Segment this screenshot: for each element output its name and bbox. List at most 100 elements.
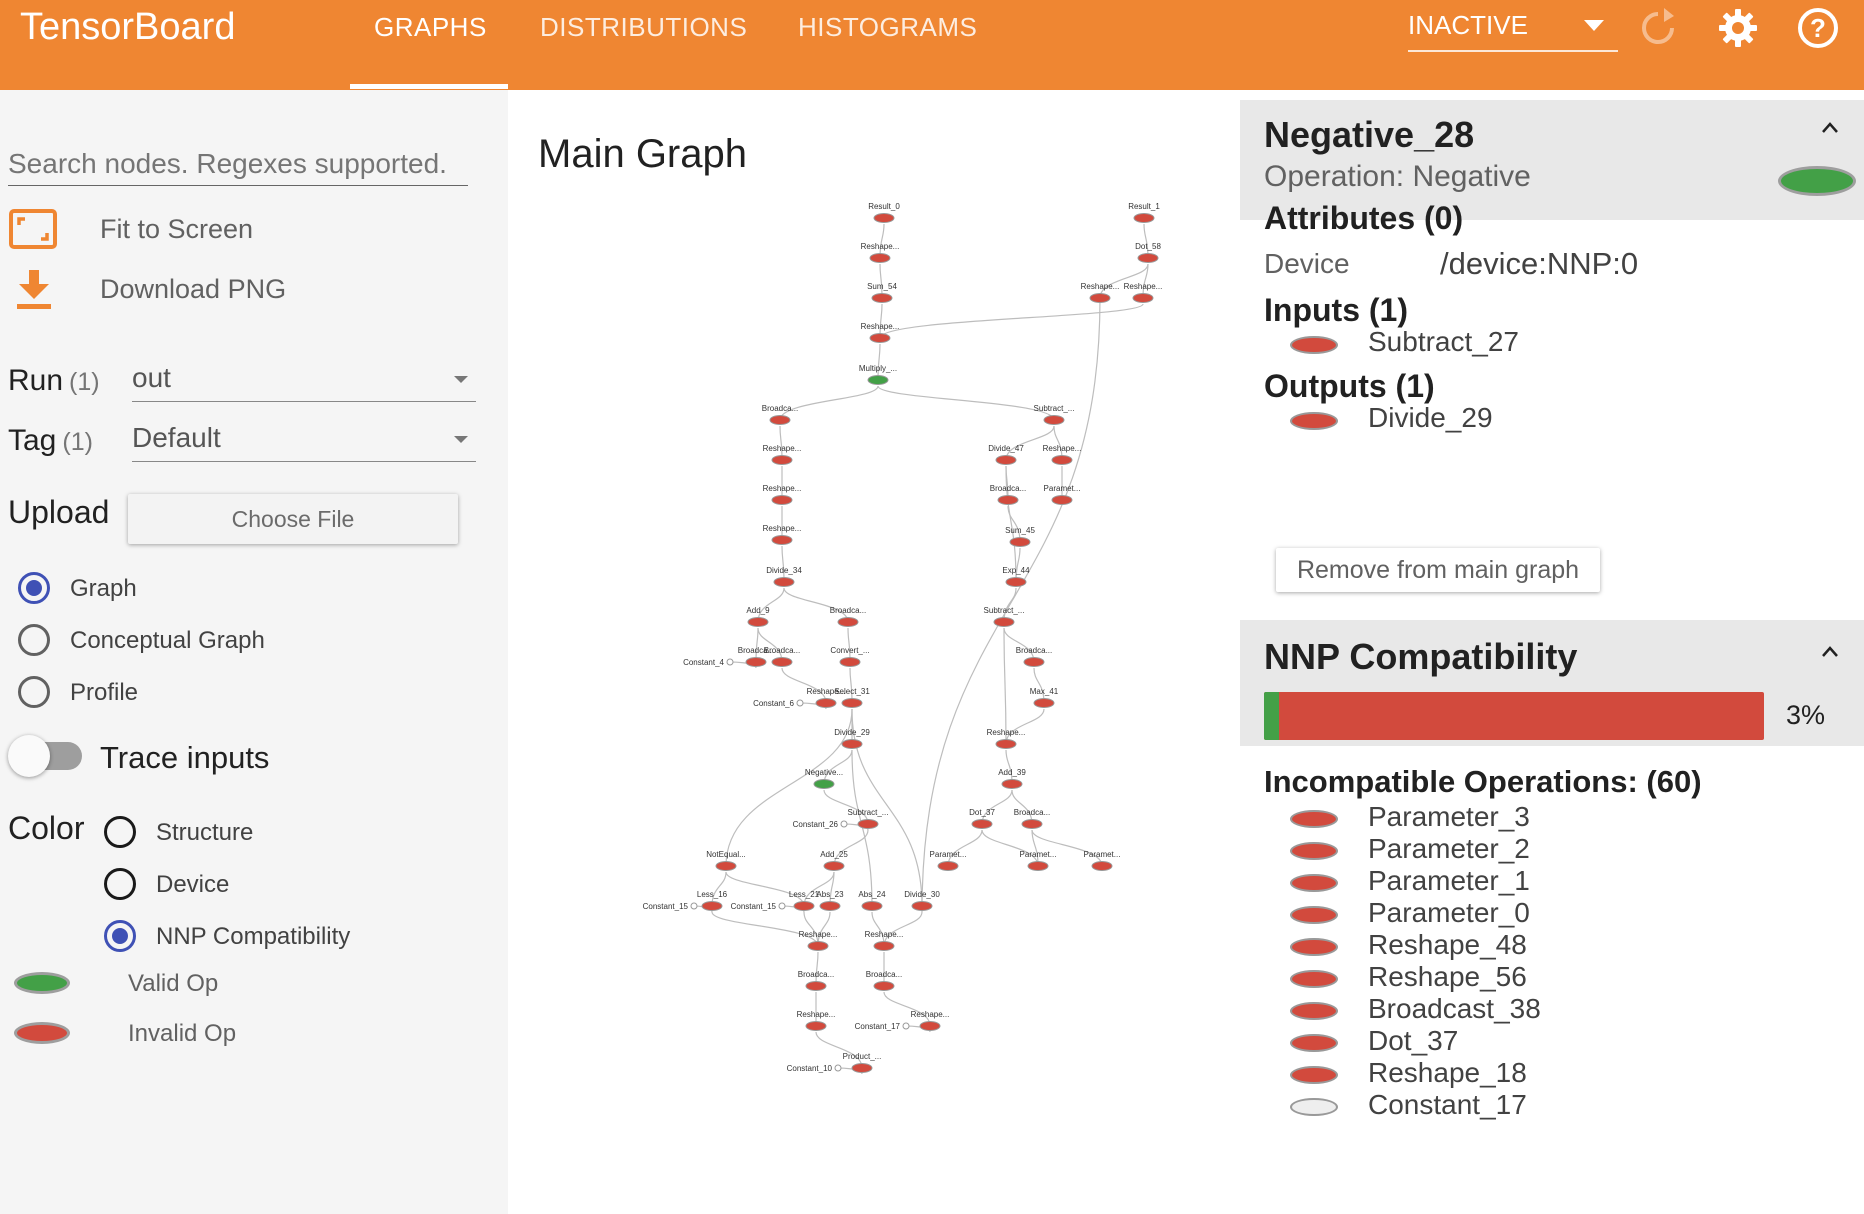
graph-node-shape[interactable] [747,617,769,627]
graph-node-shape[interactable] [690,902,698,910]
graph-node[interactable]: Reshape... [763,524,802,545]
graph-node-shape[interactable] [769,415,791,425]
graph-node-shape[interactable] [796,699,804,707]
radio-unselected[interactable] [18,624,50,656]
graph-node-shape[interactable] [1089,293,1111,303]
graph-node-shape[interactable] [873,981,895,991]
chevron-up-icon[interactable] [1820,642,1840,662]
graph-node-shape[interactable] [819,901,841,911]
graph-node[interactable]: Negative... [805,768,843,789]
graph-node-shape[interactable] [1021,819,1043,829]
tab-histograms[interactable]: HISTOGRAMS [798,12,978,42]
choose-file-button[interactable]: Choose File [128,494,458,544]
graph-node[interactable]: Constant_4 [683,658,734,667]
graph-node[interactable]: Max_41 [1030,687,1059,708]
radio-selected[interactable] [104,920,136,952]
graph-node[interactable]: Divide_30 [904,890,940,911]
tab-distributions[interactable]: DISTRIBUTIONS [540,12,748,42]
graph-node[interactable]: Broadca... [1014,808,1050,829]
graph-node[interactable]: Broadca... [866,970,902,991]
graph-node[interactable]: Abs_24 [858,890,886,911]
graph-node[interactable]: Convert_... [830,646,870,667]
graph-node-shape[interactable] [841,739,863,749]
graph-node-shape[interactable] [840,820,848,828]
fit-to-screen-button[interactable]: Fit to Screen [8,206,478,254]
graph-node[interactable]: Add_9 [746,606,770,627]
graph-node-shape[interactable] [1023,657,1045,667]
graph-node[interactable]: Sum_45 [1005,526,1035,547]
graph-node[interactable]: Reshape... [1124,282,1163,303]
graph-node[interactable]: Broadca... [798,970,834,991]
graph-node-shape[interactable] [1043,415,1065,425]
graph-node[interactable]: Broadca... [830,606,866,627]
graph-node[interactable]: Reshape... [861,242,900,263]
inactive-dashboard-select[interactable]: INACTIVE [1408,10,1618,52]
graph-node[interactable]: Less_21 [789,890,820,911]
graph-node[interactable]: Reshape... [807,687,846,708]
graph-node-shape[interactable] [1005,577,1027,587]
graph-node-shape[interactable] [1091,861,1113,871]
graph-node-shape[interactable] [971,819,993,829]
radio-unselected[interactable] [104,816,136,848]
graph-canvas[interactable]: Result_0 Reshape... Sum_54 Reshape... Multip… [508,90,1240,1214]
graph-node-shape[interactable] [773,577,795,587]
graph-node[interactable]: Add_25 [820,850,848,871]
graph-node-shape[interactable] [813,779,835,789]
graph-node-shape[interactable] [1137,253,1159,263]
graph-node-shape[interactable] [1009,537,1031,547]
graph-node[interactable]: Broadca... [738,646,774,667]
radio-selected[interactable] [18,572,50,604]
graph-node-shape[interactable] [805,981,827,991]
graph-node-shape[interactable] [771,495,793,505]
graph-node-shape[interactable] [851,1063,873,1073]
settings-icon[interactable] [1716,6,1760,50]
graph-node[interactable]: Broadca... [764,646,800,667]
trace-inputs-toggle[interactable] [8,735,82,777]
graph-node-shape[interactable] [778,902,786,910]
graph-node-shape[interactable] [873,213,895,223]
graph-node[interactable]: Abs_23 [816,890,844,911]
graph-nodes[interactable]: Result_0 Reshape... Sum_54 Reshape... Multip… [643,202,1163,1073]
graph-node[interactable]: Product_... [843,1052,882,1073]
graph-node[interactable]: Broadca... [762,404,798,425]
graph-node[interactable]: Result_0 [868,202,900,223]
tab-graphs[interactable]: GRAPHS [374,12,487,42]
graph-node-shape[interactable] [919,1021,941,1031]
graph-node[interactable]: Exp_44 [1002,566,1030,587]
graph-node-shape[interactable] [997,495,1019,505]
graph-node[interactable]: Reshape... [1043,444,1082,465]
search-nodes-input[interactable]: Search nodes. Regexes supported. [8,146,468,186]
graph-node-shape[interactable] [715,861,737,871]
graph-node-shape[interactable] [805,1021,827,1031]
graph-node[interactable]: Reshape... [1081,282,1120,303]
graph-node-shape[interactable] [793,901,815,911]
graph-node[interactable]: Constant_17 [855,1022,910,1031]
graph-node[interactable]: Reshape... [763,484,802,505]
graph-node-shape[interactable] [871,293,893,303]
refresh-icon[interactable] [1636,6,1680,50]
graph-node-shape[interactable] [869,253,891,263]
radio-unselected[interactable] [18,676,50,708]
graph-node-shape[interactable] [911,901,933,911]
graph-node-shape[interactable] [1051,495,1073,505]
graph-node-shape[interactable] [995,739,1017,749]
graph-node-shape[interactable] [815,698,837,708]
graph-node[interactable]: Constant_6 [753,699,804,708]
graph-node-shape[interactable] [1027,861,1049,871]
chevron-up-icon[interactable] [1820,118,1840,138]
graph-node[interactable]: Reshape... [797,1010,836,1031]
graph-node[interactable]: Reshape... [987,728,1026,749]
graph-node[interactable]: Reshape... [799,930,838,951]
graph-node[interactable]: Reshape... [865,930,904,951]
graph-node-shape[interactable] [726,658,734,666]
graph-node-shape[interactable] [771,657,793,667]
remove-from-main-graph-button[interactable]: Remove from main graph [1276,548,1600,592]
help-icon[interactable]: ? [1796,6,1840,50]
graph-node[interactable]: Constant_15 [731,902,786,911]
graph-node-shape[interactable] [807,941,829,951]
graph-node[interactable]: Sum_54 [867,282,897,303]
graph-node[interactable]: Multiply_... [859,364,897,385]
tag-select[interactable]: Default [132,422,476,462]
graph-node[interactable]: NotEqual... [706,850,746,871]
graph-node-shape[interactable] [869,333,891,343]
